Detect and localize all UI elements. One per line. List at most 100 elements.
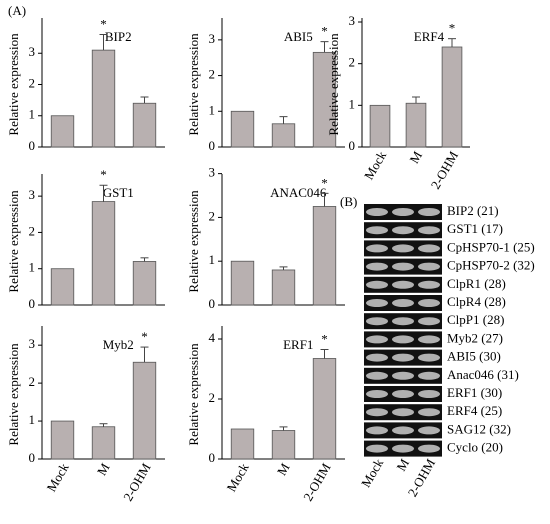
gel-band	[392, 244, 414, 253]
gel-band	[366, 208, 388, 216]
gel-band	[418, 335, 440, 344]
gel-band	[418, 280, 440, 289]
gel-row-label: Anac046 (31)	[447, 367, 519, 382]
y-axis-label: Relative expression	[326, 33, 341, 136]
y-tick-label: 1	[29, 260, 36, 275]
y-tick-label: 1	[29, 107, 36, 122]
gel-band	[392, 262, 414, 271]
y-tick-label: 0	[209, 138, 216, 153]
y-tick-label: 2	[29, 223, 36, 238]
gel-row-label: BIP2 (21)	[447, 203, 499, 218]
gel-row-label: SAG12 (32)	[447, 421, 511, 436]
gel-band	[366, 390, 388, 398]
gel-band	[366, 299, 388, 307]
chart-title: ANAC046	[270, 185, 327, 200]
x-tick-label: 2-OHM	[120, 460, 154, 504]
significance: *	[321, 331, 328, 346]
y-tick-label: 3	[349, 13, 356, 28]
bar	[50, 420, 75, 460]
gel-band	[366, 335, 388, 344]
bar	[405, 102, 427, 148]
panel-label: (B)	[340, 194, 357, 209]
y-tick-label: 2	[349, 55, 356, 70]
y-tick-label: 3	[209, 31, 216, 46]
y-tick-label: 2	[29, 75, 36, 90]
gel-row-label: ClpR1 (28)	[447, 276, 506, 291]
chart-title: ERF1	[283, 337, 313, 352]
x-tick-label: M	[94, 460, 113, 478]
x-tick-label: 2-OHM	[300, 460, 334, 504]
gel-row-label: CpHSP70-1 (25)	[447, 239, 535, 254]
y-tick-label: 0	[349, 138, 356, 153]
gel-band	[392, 371, 414, 380]
gel-band	[418, 408, 440, 417]
bar	[132, 361, 157, 460]
y-tick-label: 2	[209, 67, 216, 82]
y-tick-label: 1	[29, 412, 36, 427]
y-tick-label: 1	[209, 102, 216, 117]
gel-band	[366, 317, 388, 326]
gel-band	[418, 299, 440, 307]
gel-band	[366, 226, 388, 235]
gel-band	[392, 353, 414, 362]
bar	[312, 206, 337, 306]
gel-row-label: Cyclo (20)	[447, 440, 503, 455]
gel-band	[392, 444, 414, 453]
significance: *	[449, 21, 456, 36]
y-axis-label: Relative expression	[186, 190, 201, 293]
gel-row-label: ABI5 (30)	[447, 349, 501, 364]
significance: *	[321, 24, 328, 39]
bar	[91, 426, 116, 460]
chart-title: Myb2	[103, 337, 134, 352]
bar	[230, 110, 255, 148]
significance: *	[321, 175, 328, 190]
bar	[271, 269, 296, 306]
y-tick-label: 1	[349, 96, 356, 111]
gel-band	[366, 353, 388, 362]
gel-band	[392, 299, 414, 307]
gel-row-label: ERF4 (25)	[447, 403, 502, 418]
chart-title: ERF4	[414, 29, 445, 44]
bar	[369, 104, 391, 148]
bar	[91, 201, 116, 306]
gel-band	[392, 280, 414, 289]
gel-row-label: ClpR4 (28)	[447, 294, 506, 309]
y-tick-label: 2	[209, 208, 216, 223]
y-tick-label: 4	[209, 330, 216, 345]
y-axis-label: Relative expression	[6, 343, 21, 446]
y-tick-label: 0	[29, 138, 36, 153]
gel-band	[392, 426, 414, 435]
gel-band	[366, 244, 388, 253]
chart-title: GST1	[103, 185, 134, 200]
y-axis-label: Relative expression	[6, 190, 21, 293]
gel-row-label: ClpP1 (28)	[447, 312, 504, 327]
x-tick-label: Mock	[44, 460, 72, 494]
gel-lane-label: M	[393, 456, 412, 474]
bar	[132, 102, 157, 148]
gel-band	[392, 335, 414, 344]
significance: *	[100, 167, 107, 182]
gel-band	[366, 426, 388, 435]
gel-band	[418, 426, 440, 435]
gel-band	[418, 444, 440, 453]
y-tick-label: 0	[29, 450, 36, 465]
y-tick-label: 2	[209, 390, 216, 405]
significance: *	[100, 16, 107, 31]
x-tick-label: M	[406, 148, 425, 166]
bar	[50, 268, 75, 306]
gel-band	[392, 317, 414, 326]
gel-lane-label: Mock	[358, 456, 386, 490]
y-tick-label: 0	[29, 296, 36, 311]
gel-band	[418, 208, 440, 216]
gel-row-label: GST1 (17)	[447, 221, 503, 236]
gel-row-label: CpHSP70-2 (32)	[447, 258, 535, 273]
bar	[132, 261, 157, 306]
gel-band	[392, 390, 414, 398]
y-tick-label: 3	[209, 165, 216, 180]
gel-band	[418, 226, 440, 235]
y-axis-label: Relative expression	[6, 33, 21, 136]
bar	[312, 358, 337, 460]
gel-band	[366, 444, 388, 453]
gel-band	[418, 353, 440, 362]
chart-title: BIP2	[105, 29, 132, 44]
